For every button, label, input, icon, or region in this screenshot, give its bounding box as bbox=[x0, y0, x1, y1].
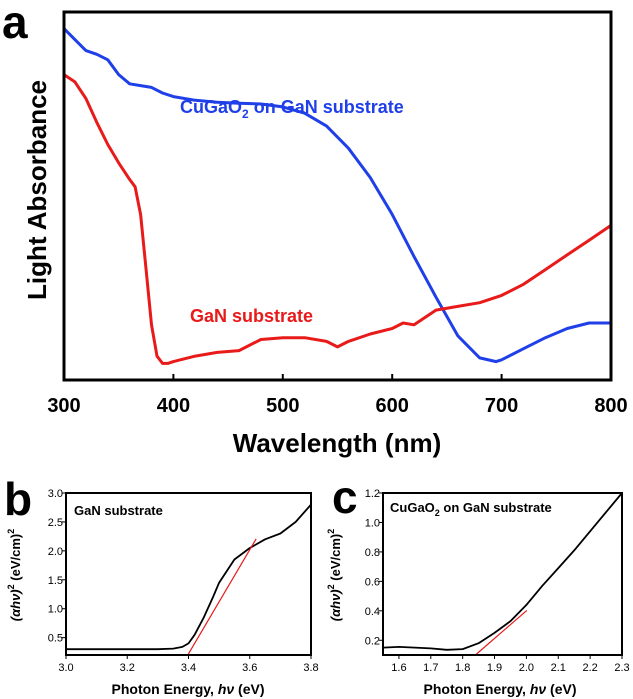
x-tick-label: 700 bbox=[485, 395, 518, 417]
y-title-unit: (eV/cm) bbox=[328, 534, 343, 585]
x-tick-label: 1.7 bbox=[423, 662, 438, 674]
panel-a-x-ticks: 300 400 500 600 700 800 bbox=[47, 374, 628, 417]
y-tick-label: 0.8 bbox=[365, 547, 380, 559]
y-tick-label: 0.4 bbox=[365, 606, 380, 618]
x-tick-label: 400 bbox=[157, 395, 190, 417]
panel-c-x-ticks: 1.6 1.7 1.8 1.9 2.0 2.1 2.2 2.3 bbox=[391, 655, 630, 674]
x-tick-label: 3.4 bbox=[181, 662, 196, 674]
panel-a-series-label-gan: GaN substrate bbox=[190, 306, 313, 326]
series-label-main: CuGaO bbox=[180, 97, 242, 117]
tangent-line bbox=[187, 538, 257, 655]
x-title-prefix: Photon Energy, bbox=[112, 681, 218, 697]
x-title-suffix: (eV) bbox=[546, 681, 576, 697]
panel-b-y-ticks: 0.5 1.0 1.5 2.0 2.5 3.0 bbox=[48, 488, 66, 645]
panel-c-annotation: CuGaO2 on GaN substrate bbox=[390, 500, 552, 518]
y-tick-label: 1.0 bbox=[48, 604, 63, 616]
y-tick-label: 1.0 bbox=[365, 517, 380, 529]
annotation-main: CuGaO bbox=[390, 500, 435, 515]
x-tick-label: 1.8 bbox=[455, 662, 470, 674]
y-title-superscript: 2 bbox=[6, 584, 16, 589]
x-title-variable: hν bbox=[530, 681, 547, 697]
x-tick-label: 2.2 bbox=[582, 662, 597, 674]
y-title-variable: (αhν) bbox=[328, 589, 343, 621]
panel-b-annotation: GaN substrate bbox=[74, 503, 163, 518]
series-line bbox=[65, 503, 312, 651]
panel-c-y-axis-title: (αhν)2 (eV/cm)2 bbox=[326, 529, 343, 622]
x-tick-label: 300 bbox=[47, 395, 80, 417]
panel-b-plot bbox=[65, 503, 312, 655]
series-line-cugao2 bbox=[62, 27, 613, 364]
panel-a-series-label-cugao2: CuGaO2 on GaN substrate bbox=[180, 97, 404, 121]
x-title-suffix: (eV) bbox=[234, 681, 264, 697]
panel-b-x-ticks: 3.0 3.2 3.4 3.6 3.8 bbox=[58, 655, 319, 674]
x-tick-label: 500 bbox=[266, 395, 299, 417]
panel-a: a 300 400 500 600 700 800 Wavelength (nm) Lig… bbox=[2, 0, 628, 458]
panel-a-frame bbox=[62, 10, 613, 382]
panel-c-x-axis-title: Photon Energy, hν (eV) bbox=[424, 681, 577, 697]
series-label-subscript: 2 bbox=[242, 107, 249, 121]
panel-b: b 3.0 3.2 3.4 3.6 3.8 0.5 1.0 1.5 2.0 2.5 3.0 GaN… bbox=[4, 473, 319, 697]
y-tick-label: 3.0 bbox=[48, 488, 63, 500]
panel-c-letter: c bbox=[332, 471, 358, 523]
y-tick-label: 2.5 bbox=[48, 517, 63, 529]
x-tick-label: 3.2 bbox=[120, 662, 135, 674]
series-label-rest: on GaN substrate bbox=[249, 97, 404, 117]
panel-a-letter: a bbox=[2, 0, 28, 48]
y-title-unit-superscript: 2 bbox=[6, 529, 16, 534]
x-tick-label: 3.0 bbox=[58, 662, 73, 674]
series-line bbox=[382, 492, 623, 651]
panel-c-frame bbox=[382, 492, 623, 656]
y-tick-label: 0.6 bbox=[365, 576, 380, 588]
y-tick-label: 0.5 bbox=[48, 633, 63, 645]
y-tick-label: 2.0 bbox=[48, 546, 63, 558]
y-tick-label: 0.2 bbox=[365, 635, 380, 647]
tangent-line bbox=[474, 610, 528, 656]
y-tick-label: 1.5 bbox=[48, 575, 63, 587]
panel-b-y-axis-title: (αhν)2 (eV/cm)2 bbox=[6, 529, 23, 622]
x-tick-label: 2.3 bbox=[614, 662, 629, 674]
panel-c: c 1.6 1.7 1.8 1.9 2.0 2.1 2.2 2.3 0.2 0.4 0.6 0.8 1… bbox=[326, 471, 630, 697]
panel-a-x-axis-title: Wavelength (nm) bbox=[233, 428, 441, 458]
x-title-prefix: Photon Energy, bbox=[424, 681, 530, 697]
x-tick-label: 1.6 bbox=[391, 662, 406, 674]
x-tick-label: 800 bbox=[594, 395, 627, 417]
y-title-unit: (eV/cm) bbox=[8, 534, 23, 585]
x-tick-label: 2.0 bbox=[519, 662, 534, 674]
x-tick-label: 1.9 bbox=[487, 662, 502, 674]
annotation-rest: on GaN substrate bbox=[440, 500, 552, 515]
annotation-subscript: 2 bbox=[435, 508, 440, 518]
panel-c-y-ticks: 0.2 0.4 0.6 0.8 1.0 1.2 bbox=[365, 488, 383, 647]
y-tick-label: 1.2 bbox=[365, 488, 380, 500]
panel-a-y-axis-title: Light Absorbance bbox=[22, 80, 52, 300]
panel-b-x-axis-title: Photon Energy, hν (eV) bbox=[112, 681, 265, 697]
panel-c-plot bbox=[382, 492, 623, 656]
x-tick-label: 3.6 bbox=[242, 662, 257, 674]
y-title-superscript: 2 bbox=[326, 584, 336, 589]
y-title-variable: (αhν) bbox=[8, 589, 23, 621]
x-tick-label: 3.8 bbox=[303, 662, 318, 674]
y-title-unit-superscript: 2 bbox=[326, 529, 336, 534]
x-title-variable: hν bbox=[218, 681, 235, 697]
panel-a-plot bbox=[62, 27, 613, 365]
series-line-gan bbox=[62, 73, 613, 365]
panel-b-letter: b bbox=[4, 473, 32, 525]
x-tick-label: 2.1 bbox=[551, 662, 566, 674]
x-tick-label: 600 bbox=[376, 395, 409, 417]
